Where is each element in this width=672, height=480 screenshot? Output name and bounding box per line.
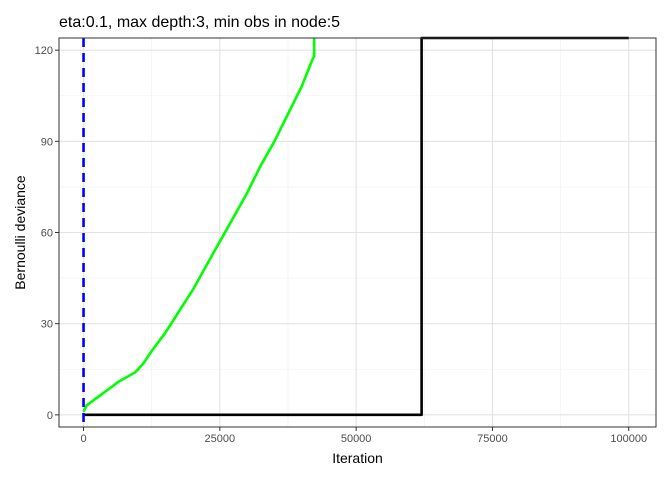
x-tick-label: 25000	[205, 433, 236, 445]
x-tick-label: 75000	[477, 433, 508, 445]
y-tick-label: 30	[41, 319, 53, 331]
y-tick-label: 0	[47, 410, 53, 422]
x-tick-label: 50000	[341, 433, 372, 445]
chart-title: eta:0.1, max depth:3, min obs in node:5	[59, 14, 340, 31]
x-axis: 0 25000 50000 75000 100000	[80, 427, 647, 445]
y-tick-label: 120	[35, 45, 53, 57]
x-tick-label: 100000	[610, 433, 647, 445]
y-axis: 0 30 60 90 120	[35, 45, 59, 422]
grid	[59, 38, 656, 427]
y-tick-label: 60	[41, 228, 53, 240]
x-tick-label: 0	[80, 433, 86, 445]
x-axis-title: Iteration	[332, 450, 383, 466]
y-tick-label: 90	[41, 136, 53, 148]
y-axis-title: Bernoulli deviance	[12, 175, 28, 290]
series-line-0	[82, 38, 316, 413]
